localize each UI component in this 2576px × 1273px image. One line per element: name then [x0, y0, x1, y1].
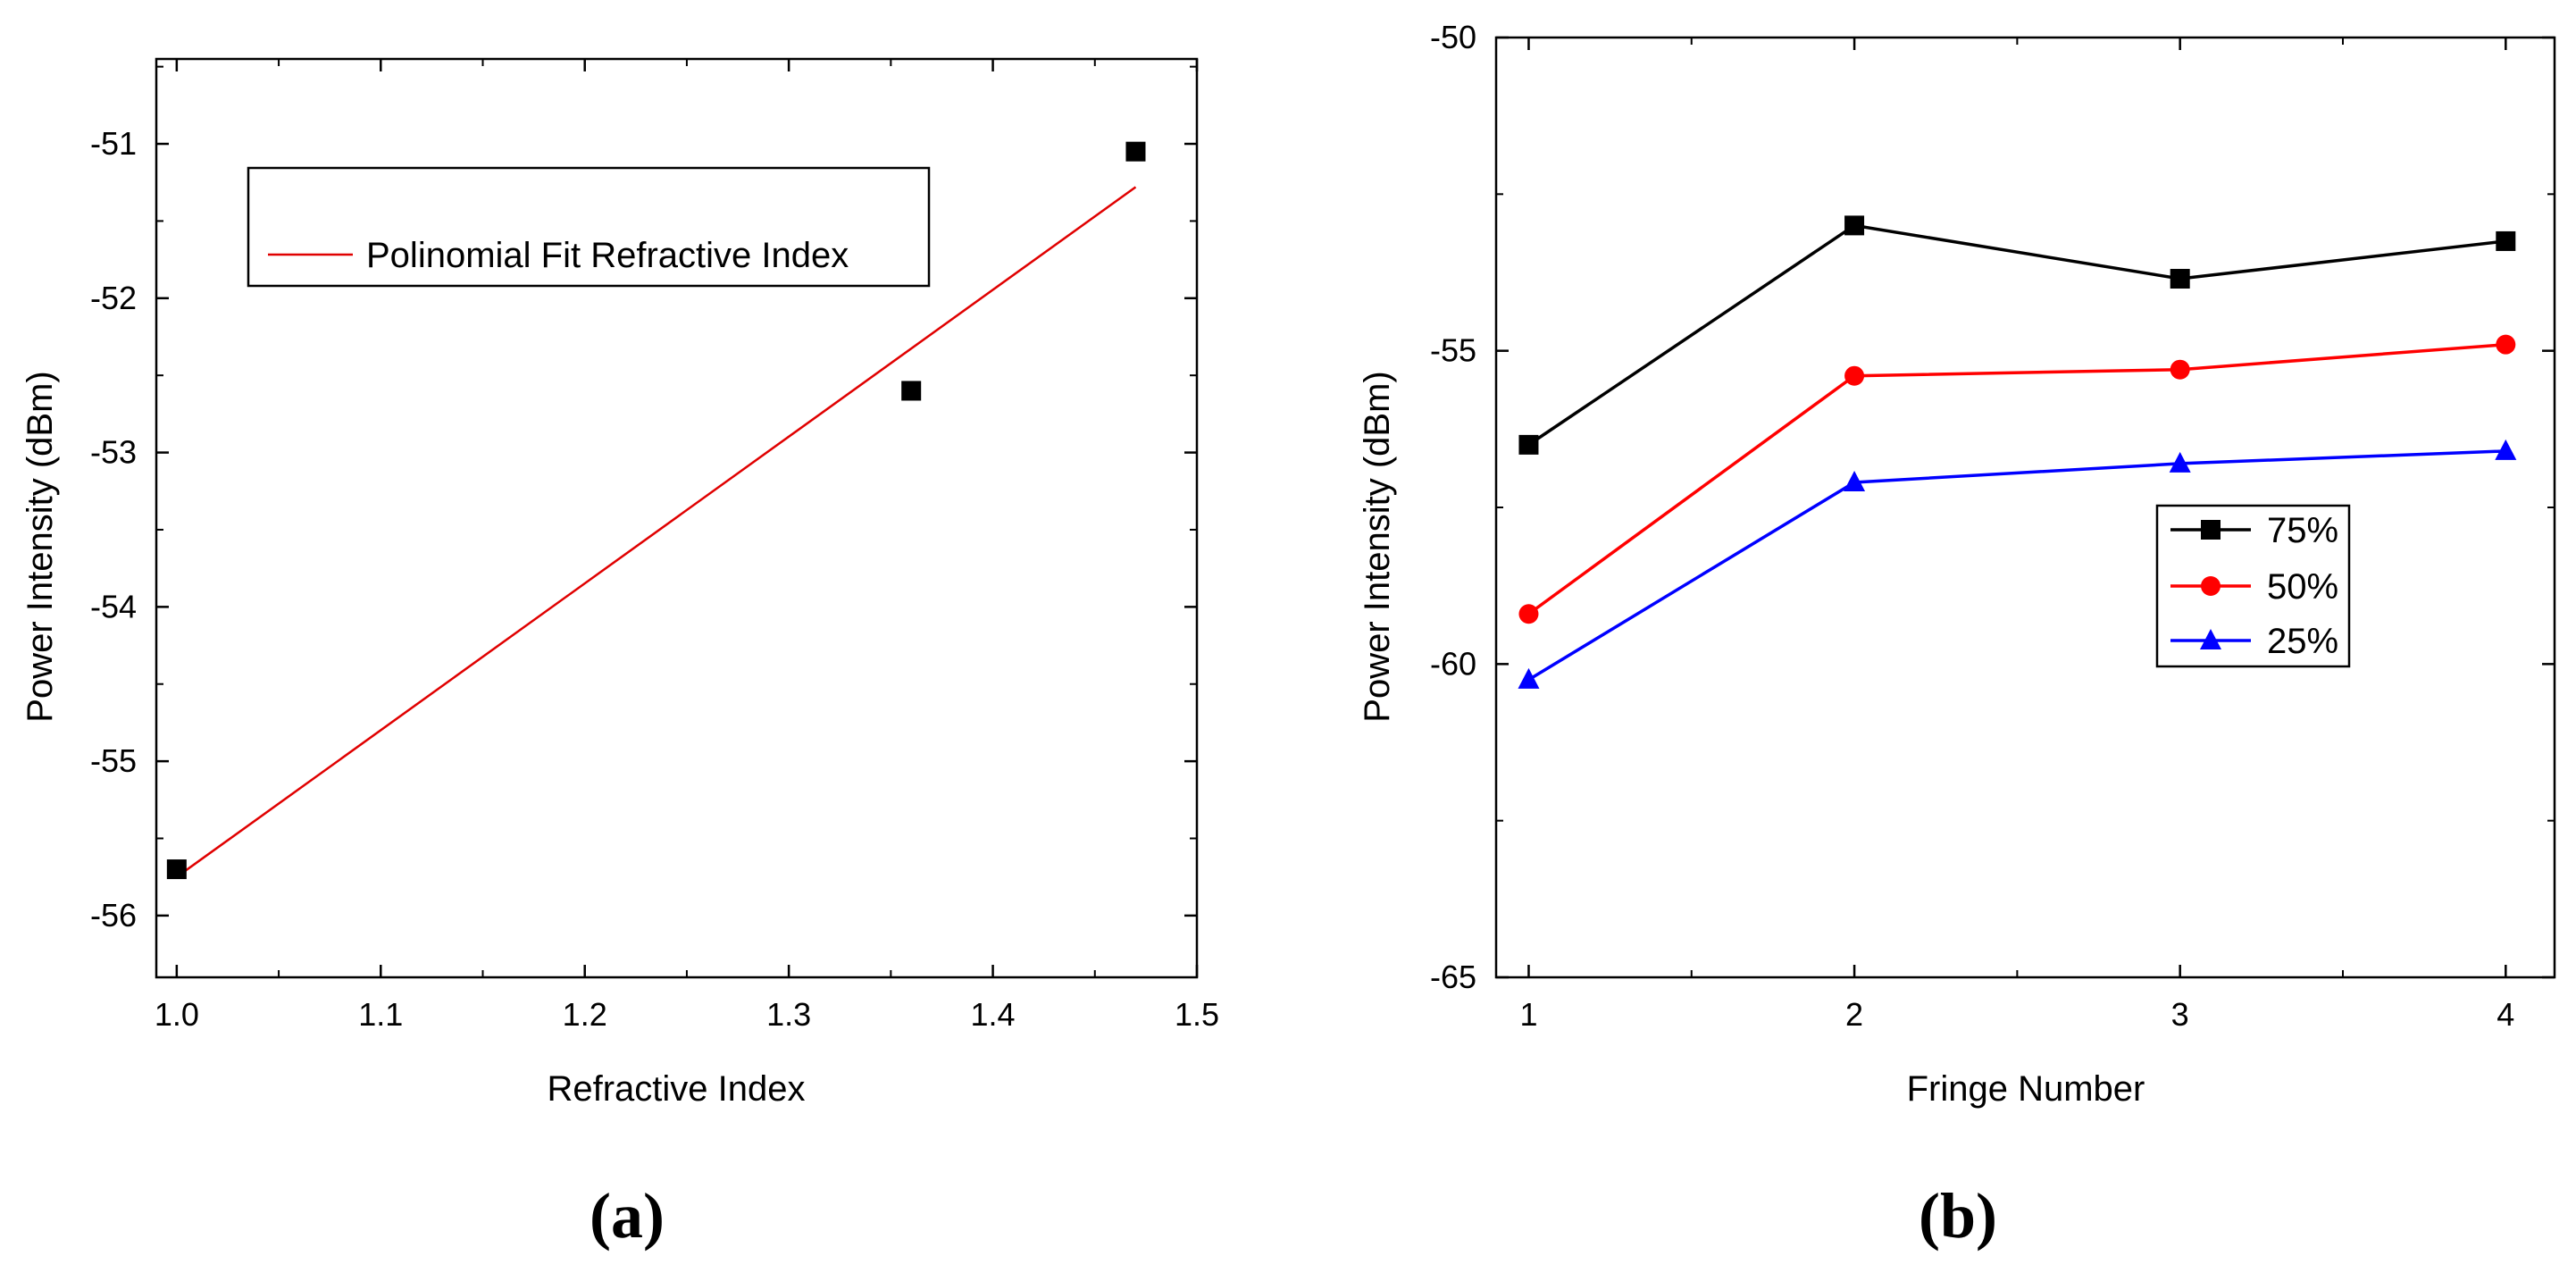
x-tick-label: 2: [1845, 996, 1863, 1033]
y-tick-label: -60: [1430, 645, 1476, 682]
data-point-75%: [1844, 215, 1865, 236]
legend: 75% 50% 25%: [2155, 504, 2351, 668]
x-tick-label: 4: [2497, 996, 2514, 1033]
legend-fit-label: Polinomial Fit Refractive Index: [366, 236, 849, 275]
y-tick-label: -65: [1430, 959, 1476, 995]
y-axis-label: Power Intensity (dBm): [21, 371, 60, 722]
plot-frame: [1494, 36, 2556, 979]
series-line-50%: [1527, 342, 2506, 616]
y-tick-labels: -56 -55 -54 -53 -52 -51: [90, 125, 137, 934]
panel-label-b: (b): [1919, 1180, 1997, 1252]
y-tick-label: -52: [90, 280, 137, 316]
y-tick-label: -55: [1430, 332, 1476, 369]
y-tick-label: -56: [90, 897, 137, 934]
panel-label-a: (a): [590, 1180, 665, 1252]
x-tick-label: 1.4: [971, 996, 1016, 1033]
x-tick-label: 1: [1519, 996, 1537, 1033]
x-tick-label: 1.1: [358, 996, 403, 1033]
fit-line: [176, 186, 1137, 878]
x-tick-label: 1.2: [563, 996, 607, 1033]
y-tick-label: -54: [90, 588, 137, 624]
axis-ticks: [156, 59, 1199, 977]
series-line-75%: [1527, 223, 2506, 447]
legend-swatch-marker: [2201, 520, 2221, 540]
x-axis-label: Fringe Number: [1907, 1069, 2145, 1109]
x-tick-label: 1.0: [155, 996, 199, 1033]
y-tick-label: -55: [90, 742, 137, 779]
series-group: [1518, 215, 2517, 689]
y-tick-label: -51: [90, 125, 137, 162]
x-tick-label: 3: [2171, 996, 2189, 1033]
data-point: [1125, 141, 1146, 162]
data-point: [166, 859, 187, 880]
data-point: [901, 381, 922, 401]
data-point-75%: [2170, 269, 2190, 289]
y-tick-labels: -65 -60 -55 -50: [1430, 19, 1476, 995]
panel-b-chart: 1 2 3 4 -65 -60 -55 -50 Fringe Number Power In…: [1358, 19, 2556, 1252]
data-point-50%: [1518, 604, 1539, 624]
legend-box: [247, 166, 931, 288]
y-axis-label: Power Intensity (dBm): [1358, 371, 1397, 722]
legend-swatch-marker: [2200, 629, 2221, 649]
data-point-75%: [1518, 434, 1539, 455]
data-point-25%: [1518, 667, 1540, 689]
legend-label: 75%: [2267, 511, 2338, 550]
legend: Polinomial Fit Refractive Index: [247, 166, 931, 288]
y-tick-label: -53: [90, 434, 137, 471]
data-point-25%: [2495, 439, 2517, 460]
x-tick-labels: 1.0 1.1 1.2 1.3 1.4 1.5: [155, 996, 1219, 1033]
y-tick-label: -50: [1430, 19, 1476, 55]
series-line-25%: [1527, 449, 2506, 682]
legend-label: 50%: [2267, 567, 2338, 607]
data-point-50%: [2496, 334, 2516, 355]
x-tick-labels: 1 2 3 4: [1519, 996, 2514, 1033]
data-point-25%: [1844, 470, 1866, 491]
data-points-group: [166, 141, 1146, 880]
plot-frame: [155, 57, 1199, 979]
x-tick-label: 1.3: [766, 996, 811, 1033]
data-point-75%: [2496, 230, 2516, 251]
legend-swatch-marker: [2201, 576, 2221, 596]
data-point-50%: [2170, 359, 2190, 380]
x-axis-label: Refractive Index: [547, 1069, 805, 1109]
panel-a-chart: 1.0 1.1 1.2 1.3 1.4 1.5 -56 -55 -54 -53 -52 -51 Re…: [21, 57, 1219, 1252]
fit-line-group: [176, 186, 1137, 878]
legend-label: 25%: [2267, 622, 2338, 661]
data-point-25%: [2169, 451, 2191, 473]
x-tick-label: 1.5: [1175, 996, 1219, 1033]
data-point-50%: [1844, 365, 1865, 386]
axis-ticks: [1496, 36, 2555, 979]
